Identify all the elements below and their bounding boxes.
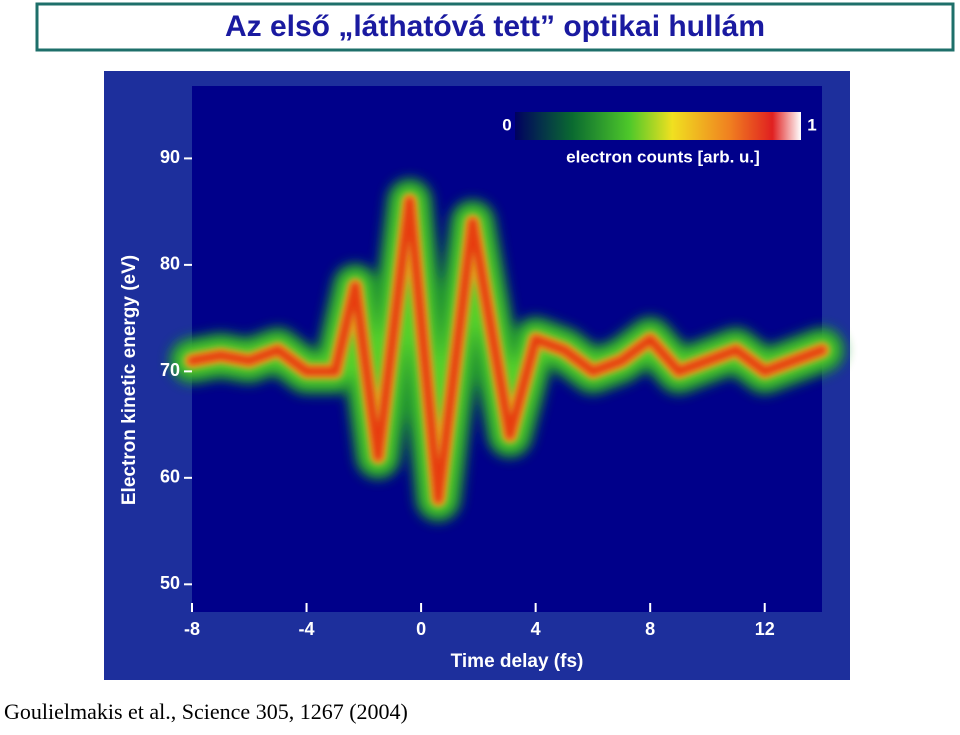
slide-title: Az első „láthatóvá tett” optikai hullám — [225, 10, 765, 43]
trace — [188, 196, 826, 504]
y-axis-label: Electron kinetic energy (eV) — [119, 255, 140, 505]
y-tick-label: 60 — [160, 467, 180, 487]
x-tick-label: 8 — [645, 619, 655, 639]
x-axis-label: Time delay (fs) — [451, 651, 584, 672]
y-tick-label: 90 — [160, 147, 180, 167]
x-tick-label: 12 — [755, 619, 775, 639]
colorbar-min: 0 — [502, 115, 511, 134]
title-box — [35, 2, 955, 52]
x-tick-label: -8 — [184, 619, 200, 639]
x-tick-label: 0 — [416, 619, 426, 639]
colorbar-max: 1 — [807, 115, 816, 134]
plot — [169, 177, 845, 523]
y-tick-label: 80 — [160, 254, 180, 274]
x-tick-label: -4 — [299, 619, 315, 639]
y-tick-label: 50 — [160, 573, 180, 593]
citation: Goulielmakis et al., Science 305, 1267 (… — [4, 699, 408, 724]
y-tick-label: 70 — [160, 360, 180, 380]
colorbar — [515, 112, 801, 140]
colorbar-label: electron counts [arb. u.] — [566, 147, 760, 166]
x-tick-label: 4 — [531, 619, 541, 639]
